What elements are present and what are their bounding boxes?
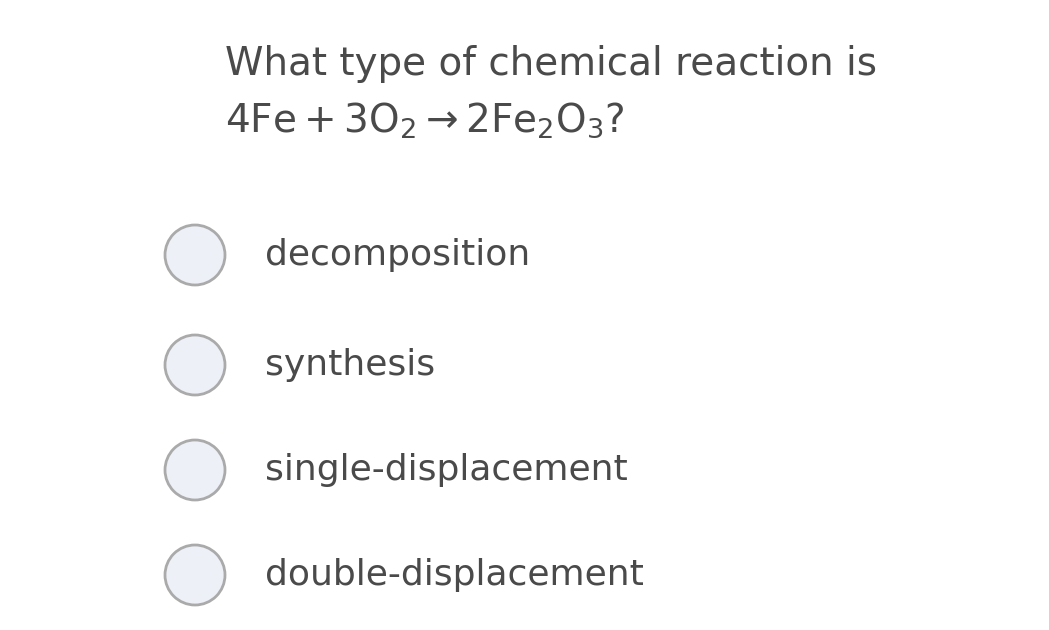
Text: synthesis: synthesis (265, 348, 435, 382)
Ellipse shape (165, 225, 224, 285)
Text: double-displacement: double-displacement (265, 558, 644, 592)
Ellipse shape (165, 335, 224, 395)
Text: single-displacement: single-displacement (265, 453, 627, 487)
Text: decomposition: decomposition (265, 238, 530, 272)
Text: $\mathregular{4Fe + 3O_2 \rightarrow 2Fe_2O_3?}$: $\mathregular{4Fe + 3O_2 \rightarrow 2Fe… (224, 100, 624, 140)
Text: What type of chemical reaction is: What type of chemical reaction is (224, 45, 877, 83)
Ellipse shape (165, 545, 224, 605)
Ellipse shape (165, 440, 224, 500)
